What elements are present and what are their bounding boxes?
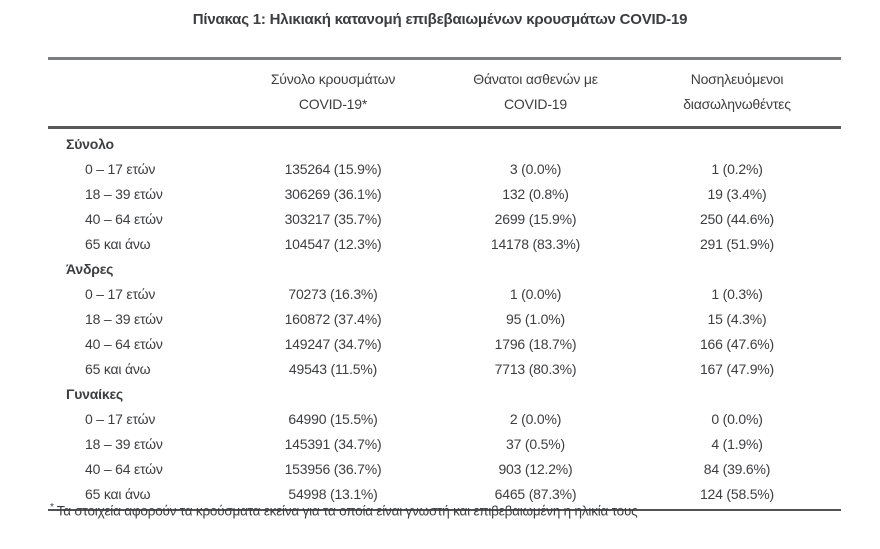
age-cell: 0 – 17 ετών xyxy=(85,160,156,177)
deaths-cell: 132 (0.8%) xyxy=(502,185,569,202)
deaths-cell: 903 (12.2%) xyxy=(498,460,573,477)
deaths-cell: 2699 (15.9%) xyxy=(494,210,577,227)
cases-cell: 49543 (11.5%) xyxy=(288,360,378,377)
age-cell: 40 – 64 ετών xyxy=(85,335,163,352)
cases-cell: 149247 (34.7%) xyxy=(284,335,382,352)
age-cell: 18 – 39 ετών xyxy=(85,310,163,327)
column-header-intubated: Νοσηλευόμενοι διασωληνωθέντες xyxy=(633,67,841,117)
table-row: 0 – 17 ετών 64990 (15.5%) 2 (0.0%) 0 (0.… xyxy=(48,406,841,431)
table-footnote: * Τα στοιχεία αφορούν τα κρούσματα εκείνα… xyxy=(50,502,850,519)
deaths-cell: 6465 (87.3%) xyxy=(494,485,577,502)
age-cell: 65 και άνω xyxy=(85,360,151,377)
table-row: 0 – 17 ετών 135264 (15.9%) 3 (0.0%) 1 (0… xyxy=(48,156,841,181)
cases-cell: 145391 (34.7%) xyxy=(284,435,382,452)
section-row-women: Γυναίκες xyxy=(48,381,841,406)
table-row: 18 – 39 ετών 306269 (36.1%) 132 (0.8%) 1… xyxy=(48,181,841,206)
table-header-row: Σύνολο κρουσμάτων COVID-19* Θάνατοι ασθε… xyxy=(48,57,841,129)
cases-cell: 54998 (13.1%) xyxy=(288,485,378,502)
table-row: 40 – 64 ετών 303217 (35.7%) 2699 (15.9%)… xyxy=(48,206,841,231)
table-row: 65 και άνω 49543 (11.5%) 7713 (80.3%) 16… xyxy=(48,356,841,381)
intubated-cell: 167 (47.9%) xyxy=(699,360,775,377)
table-row: 18 – 39 ετών 160872 (37.4%) 95 (1.0%) 15… xyxy=(48,306,841,331)
intubated-cell: 0 (0.0%) xyxy=(711,410,763,427)
section-label: Άνδρες xyxy=(66,260,114,277)
deaths-cell: 7713 (80.3%) xyxy=(494,360,577,377)
intubated-cell: 124 (58.5%) xyxy=(699,485,775,502)
age-cell: 18 – 39 ετών xyxy=(85,435,163,452)
age-cell: 40 – 64 ετών xyxy=(85,210,163,227)
intubated-cell: 291 (51.9%) xyxy=(699,235,775,252)
column-header-line: Νοσηλευόμενοι xyxy=(690,71,784,87)
deaths-cell: 95 (1.0%) xyxy=(506,310,565,327)
column-header-line: διασωληνωθέντες xyxy=(683,96,791,112)
intubated-cell: 1 (0.2%) xyxy=(711,160,763,177)
column-header-line: Θάνατοι ασθενών με xyxy=(473,71,598,87)
table-row: 18 – 39 ετών 145391 (34.7%) 37 (0.5%) 4 … xyxy=(48,431,841,456)
cases-cell: 70273 (16.3%) xyxy=(288,285,378,302)
age-cell: 65 και άνω xyxy=(85,235,151,252)
table-title: Πίνακας 1: Ηλικιακή κατανομή επιβεβαιωμέ… xyxy=(192,11,688,28)
deaths-cell: 3 (0.0%) xyxy=(509,160,562,177)
age-cell: 0 – 17 ετών xyxy=(85,410,156,427)
intubated-cell: 4 (1.9%) xyxy=(711,435,763,452)
column-header-spacer xyxy=(48,67,228,117)
age-cell: 40 – 64 ετών xyxy=(85,460,163,477)
cases-cell: 104547 (12.3%) xyxy=(284,235,382,252)
column-header-line: Σύνολο κρουσμάτων xyxy=(270,71,396,87)
table-row: 0 – 17 ετών 70273 (16.3%) 1 (0.0%) 1 (0.… xyxy=(48,281,841,306)
table-body: Σύνολο 0 – 17 ετών 135264 (15.9%) 3 (0.0… xyxy=(48,129,841,511)
column-header-line: COVID-19 xyxy=(504,96,567,112)
age-cell: 0 – 17 ετών xyxy=(85,285,156,302)
table-row: 40 – 64 ετών 149247 (34.7%) 1796 (18.7%)… xyxy=(48,331,841,356)
deaths-cell: 1 (0.0%) xyxy=(509,285,562,302)
covid-age-table: Σύνολο κρουσμάτων COVID-19* Θάνατοι ασθε… xyxy=(48,57,841,511)
intubated-cell: 166 (47.6%) xyxy=(699,335,775,352)
intubated-cell: 84 (39.6%) xyxy=(703,460,771,477)
table-row: 40 – 64 ετών 153956 (36.7%) 903 (12.2%) … xyxy=(48,456,841,481)
section-label: Σύνολο xyxy=(66,135,114,152)
cases-cell: 64990 (15.5%) xyxy=(288,410,378,427)
section-row-men: Άνδρες xyxy=(48,256,841,281)
cases-cell: 160872 (37.4%) xyxy=(284,310,382,327)
intubated-cell: 15 (4.3%) xyxy=(707,310,767,327)
intubated-cell: 19 (3.4%) xyxy=(707,185,767,202)
section-label: Γυναίκες xyxy=(66,385,123,402)
table-row: 65 και άνω 54998 (13.1%) 6465 (87.3%) 12… xyxy=(48,481,841,506)
deaths-cell: 1796 (18.7%) xyxy=(494,335,577,352)
intubated-cell: 250 (44.6%) xyxy=(699,210,775,227)
cases-cell: 153956 (36.7%) xyxy=(284,460,382,477)
intubated-cell: 1 (0.3%) xyxy=(711,285,763,302)
column-header-deaths: Θάνατοι ασθενών με COVID-19 xyxy=(438,67,633,117)
age-cell: 65 και άνω xyxy=(85,485,151,502)
deaths-cell: 14178 (83.3%) xyxy=(490,235,581,252)
footnote-text: Τα στοιχεία αφορούν τα κρούσματα εκείνα … xyxy=(56,503,638,519)
cases-cell: 135264 (15.9%) xyxy=(284,160,382,177)
table-row: 65 και άνω 104547 (12.3%) 14178 (83.3%) … xyxy=(48,231,841,256)
deaths-cell: 2 (0.0%) xyxy=(509,410,562,427)
deaths-cell: 37 (0.5%) xyxy=(506,435,565,452)
column-header-line: COVID-19* xyxy=(298,96,368,112)
age-cell: 18 – 39 ετών xyxy=(85,185,163,202)
cases-cell: 306269 (36.1%) xyxy=(284,185,382,202)
footnote-asterisk: * xyxy=(50,502,54,513)
column-header-total-cases: Σύνολο κρουσμάτων COVID-19* xyxy=(228,67,438,117)
section-row-total: Σύνολο xyxy=(48,131,841,156)
cases-cell: 303217 (35.7%) xyxy=(284,210,382,227)
